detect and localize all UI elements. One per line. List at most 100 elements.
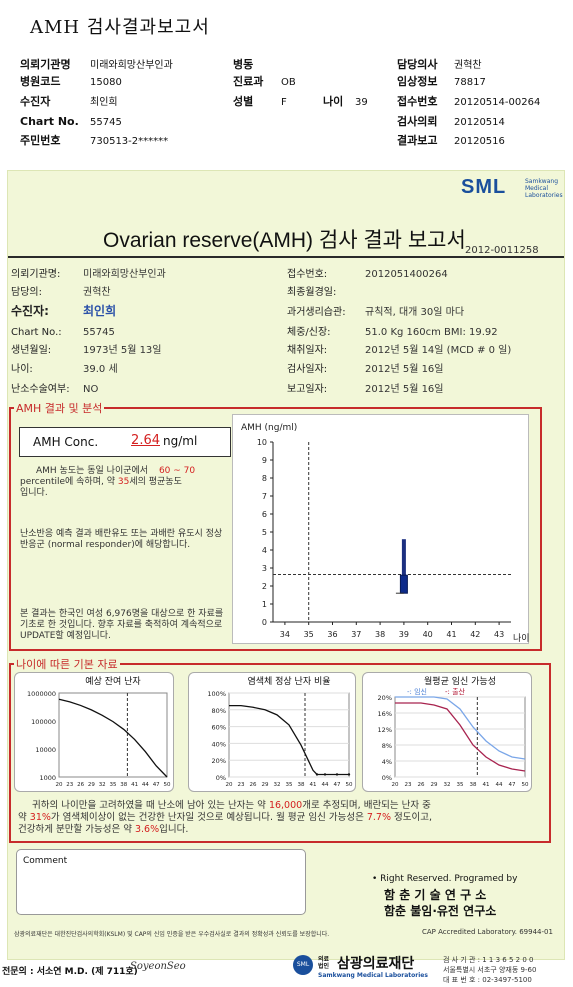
infertility-institute: 함춘 불임·유전 연구소	[384, 904, 497, 918]
header-label: 성별	[233, 95, 254, 108]
header-value: OB	[281, 77, 296, 88]
y-axis-label: AMH (ng/ml)	[241, 423, 297, 433]
series-line	[395, 702, 526, 772]
y-tick-label: 12%	[378, 726, 392, 734]
x-tick-label: 38	[120, 782, 127, 788]
x-tick-label: 44	[322, 782, 329, 788]
y-tick-label: 100000	[31, 718, 56, 726]
y-tick-label: 10	[257, 438, 267, 447]
info-value: 1973년 5월 13일	[83, 345, 162, 356]
plot-frame	[394, 696, 526, 778]
amh-chart-panel: AMH (ng/ml) 0 1 2 3 4 5 6 7 8 9 10 34 35 36 37 38 39 40 41 4…	[232, 414, 530, 644]
specialist-line: 전문의 : 서소연 M.D. (제 711호)	[2, 967, 138, 977]
info-label: 과거생리습관:	[287, 307, 346, 318]
x-tick-label: 35	[457, 782, 464, 788]
header-value: 최인희	[90, 97, 118, 108]
header-value: 20120516	[454, 136, 505, 147]
y-tick-label: 4	[262, 546, 267, 555]
percentile-range: 60 ~ 70	[158, 466, 196, 476]
pregnancy-percent: 7.7%	[366, 812, 391, 823]
header-value: 20120514	[454, 117, 505, 128]
header-label: 주민번호	[20, 134, 61, 147]
y-tick-label: 1000	[39, 774, 56, 782]
x-tick-label: 44	[142, 782, 149, 788]
box-iqr	[399, 574, 408, 594]
signature: SoyeonSeo	[130, 961, 186, 972]
x-tick-label: 47	[153, 782, 160, 788]
x-tick-label: 29	[431, 782, 438, 788]
y-tick-label: 5	[262, 528, 267, 537]
x-tick-label: 42	[470, 630, 480, 639]
x-tick-label: 20	[226, 782, 233, 788]
s1-a: 귀하의 나이만을 고려하였을 때 난소에 남아 있는 난자는 약	[32, 800, 266, 811]
contact-address: 서울특별시 서초구 양재동 9-60	[443, 966, 537, 974]
ovarian-response-text: 난소반응 예측 결과 배란유도 또는 과배란 유도시 정상반응군 (normal…	[20, 529, 223, 550]
series-line	[58, 698, 168, 778]
info-value: NO	[83, 384, 99, 395]
x-tick-label: 29	[262, 782, 269, 788]
y-tick-label: 3	[262, 564, 267, 573]
x-tick-label: 26	[418, 782, 425, 788]
patient-info-left: 의뢰기관명: 미래와희망산부인과 담당의: 권혁찬 수진자: 최인희 Chart No…	[11, 262, 281, 395]
info-label: 접수번호:	[287, 269, 328, 280]
y-tick-label: 7	[262, 492, 267, 501]
pregnancy-chance-panel: 월평균 임신 가능성 20% 16% 12% 8% 4% 0% 20 23 26 29 32 35 38 4…	[362, 672, 532, 792]
info-value: 2012년 5월 14일 (MCD # 0 일)	[365, 345, 512, 356]
info-value: 2012051400264	[365, 269, 448, 280]
x-tick-label: 37	[351, 630, 361, 639]
amh-section-title: AMH 결과 및 분석	[14, 400, 105, 416]
x-tick-label: 38	[298, 782, 305, 788]
normal-eggs-panel: 염색체 정상 난자 비율 100% 80% 60% 40% 20% 0% 20 23 26 29 32…	[188, 672, 356, 792]
y-tick-label: 9	[262, 456, 267, 465]
header-col-3: 담당의사 권혁찬 임상정보 78817 접수번호 20120514-00264 검사의…	[397, 53, 567, 147]
x-axis-label: 나이	[513, 633, 530, 644]
x-tick-label: 47	[334, 782, 341, 788]
amh-conc-value: 2.64	[131, 433, 160, 448]
baseline-section-title: 나이에 따른 기본 자료	[14, 656, 120, 672]
header-value: 미래와희망산부인과	[90, 60, 173, 71]
header-label: 임상정보	[397, 75, 438, 88]
info-label: 나이:	[11, 364, 33, 375]
baseline-section	[9, 663, 551, 843]
y-tick-label: 80%	[212, 707, 226, 715]
x-tick-label: 50	[522, 782, 529, 788]
info-value: 51.0 Kg 160cm BMI: 19.92	[365, 327, 498, 338]
x-tick-label: 26	[77, 782, 84, 788]
x-tick-label: 43	[494, 630, 504, 639]
info-label: 의뢰기관명:	[11, 269, 61, 280]
patient-name: 최인희	[83, 304, 117, 318]
rights-line: • Right Reserved. Programed by	[372, 874, 518, 884]
data-point	[347, 773, 351, 776]
y-tick-label: 8%	[382, 742, 392, 750]
header-value: 730513-2******	[90, 136, 169, 147]
title-divider	[8, 256, 564, 258]
p1-c: 세의 평균농도	[129, 477, 182, 487]
info-label: 담당의:	[11, 287, 42, 298]
cap-accreditation: CAP Accredited Laboratory. 69944-01	[422, 928, 553, 936]
p1-d: 입니다.	[20, 488, 48, 498]
header-label: 수진자	[20, 95, 51, 108]
baseline-summary: 귀하의 나이만을 고려하였을 때 난소에 남아 있는 난자는 약 16,000개…	[18, 800, 548, 836]
s3-a: 건강하게 분만할 가능성은 약	[18, 824, 132, 835]
x-tick-label: 38	[470, 782, 477, 788]
info-label: 최종월경일:	[287, 287, 337, 298]
info-label: 생년월일:	[11, 345, 52, 356]
x-tick-label: 35	[110, 782, 117, 788]
x-tick-label: 41	[131, 782, 138, 788]
header-value: F	[281, 97, 287, 108]
x-tick-label: 47	[509, 782, 516, 788]
y-tick-label: 100%	[207, 690, 226, 698]
x-tick-label: 41	[483, 782, 490, 788]
y-tick-label: 6	[262, 510, 267, 519]
plot-frame	[228, 692, 350, 778]
header-label: 의뢰기관명	[20, 58, 71, 71]
p1-b: percentile에 속하며, 약	[20, 477, 115, 487]
y-tick-label: 0	[262, 618, 267, 627]
s2-b: 가 염색체이상이 없는 건강한 난자일 것으로 예상됩니다. 월 평균 임신 가…	[50, 812, 364, 823]
header-value: 78817	[454, 77, 486, 88]
x-tick-label: 32	[274, 782, 281, 788]
percentile-text: AMH 농도는 동일 나이군에서 60 ~ 70 percentile에 속하며…	[20, 466, 232, 499]
info-label: 난소수술여부:	[11, 384, 70, 395]
header-label: 검사의뢰	[397, 115, 438, 128]
